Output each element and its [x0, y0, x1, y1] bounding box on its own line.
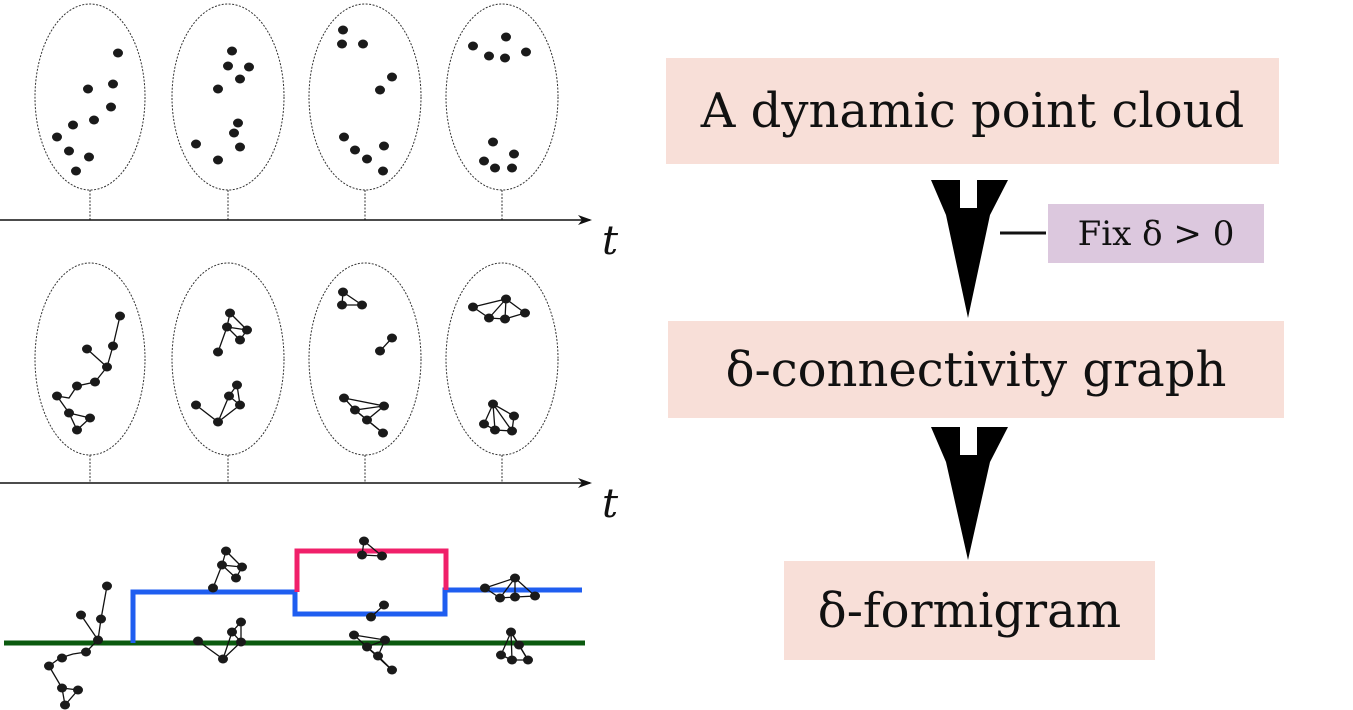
formigram-graph-4 [480, 573, 540, 665]
delta-parameter-label: Fix δ > 0 [1077, 213, 1235, 254]
formigram [4, 536, 585, 710]
time-slice-2 [171, 3, 285, 220]
points [191, 46, 254, 165]
point-cloud-row [0, 3, 592, 225]
dynamic-point-cloud-label: A dynamic point cloud [700, 83, 1245, 139]
flow-arrow-2 [931, 427, 1008, 560]
graph-slice-2 [171, 262, 285, 483]
time-slice-4 [445, 3, 559, 220]
graph-slice-3 [308, 262, 422, 483]
delta-parameter-box: Fix δ > 0 [1048, 204, 1264, 263]
dynamic-point-cloud-box: A dynamic point cloud [666, 58, 1279, 164]
pink-branch [294, 548, 449, 592]
connectivity-graph-row [0, 262, 592, 488]
points [468, 32, 531, 173]
time-slice-1 [34, 3, 146, 220]
formigram-graph-3 [349, 536, 397, 675]
flow-arrow-1 [931, 180, 1008, 318]
time-slice-3 [308, 3, 422, 220]
formigram-label: δ-formigram [817, 582, 1122, 639]
points [52, 48, 123, 176]
formigram-box: δ-formigram [784, 561, 1155, 660]
connectivity-graph-label: δ-connectivity graph [725, 341, 1227, 398]
connectivity-graph-box: δ-connectivity graph [668, 321, 1284, 418]
graph-slice-4 [445, 262, 559, 483]
time-axis-label-middle: t [602, 481, 619, 527]
time-axis-label-top: t [602, 218, 619, 264]
formigram-graph-1 [44, 581, 112, 710]
formigram-graph-2 [193, 546, 247, 664]
points [337, 25, 397, 176]
graph-slice-1 [34, 262, 146, 483]
